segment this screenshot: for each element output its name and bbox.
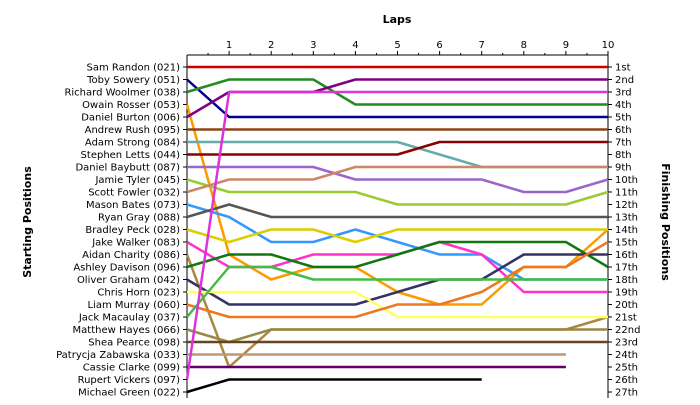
starting-position-label: Chris Horn (023) <box>97 288 180 299</box>
starting-position-label: Jamie Tyler (045) <box>94 175 180 186</box>
finishing-position-label: 21st <box>615 313 637 324</box>
series-line-14 <box>186 228 608 244</box>
finishing-position-label: 11th <box>615 188 638 199</box>
finishing-position-label: 7th <box>615 138 632 149</box>
series-line-27 <box>186 378 482 394</box>
finishing-position-label: 5th <box>615 113 632 124</box>
finishing-position-label: 13th <box>615 213 638 224</box>
starting-position-label: Sam Randon (021) <box>87 63 181 74</box>
starting-position-label: Shea Pearce (098) <box>88 338 180 349</box>
x-tick-label: 7 <box>479 40 485 51</box>
starting-position-label: Michael Green (022) <box>78 388 180 399</box>
x-tick-label: 10 <box>602 40 615 51</box>
x-tick-label: 3 <box>310 40 316 51</box>
starting-position-label: Ashley Davison (096) <box>73 263 180 274</box>
series-line-20 <box>186 240 609 319</box>
finishing-position-label: 26th <box>615 375 638 386</box>
x-axis-title: Laps <box>383 13 412 26</box>
series-line-21 <box>186 265 608 318</box>
starting-position-label: Mason Bates (073) <box>86 200 180 211</box>
series-line-8 <box>187 140 608 156</box>
left-axis-title: Starting Positions <box>21 166 34 278</box>
finishing-position-label: 17th <box>615 263 638 274</box>
starting-position-label: Oliver Graham (042) <box>77 275 180 286</box>
starting-position-label: Adam Strong (084) <box>85 138 180 149</box>
finishing-position-label: 8th <box>615 150 632 161</box>
starting-position-label: Richard Woolmer (038) <box>64 88 180 99</box>
x-tick-label: 2 <box>268 40 274 51</box>
axes: 1 2 3 4 5 6 7 8 9 10 <box>183 40 614 398</box>
series-line-9 <box>187 165 609 194</box>
starting-positions-labels: Sam Randon (021)Toby Sowery (051) Richard… <box>56 63 180 399</box>
series-line-17 <box>186 240 609 269</box>
starting-position-label: Jake Walker (083) <box>91 238 180 249</box>
series-line-2 <box>186 78 608 119</box>
finishing-position-label: 24th <box>615 350 638 361</box>
starting-position-label: Jack Macaulay (037) <box>78 313 180 324</box>
starting-position-label: Cassie Clarke (099) <box>83 363 180 374</box>
finishing-position-label: 14th <box>615 225 638 236</box>
series-line-26 <box>185 90 608 380</box>
finishing-position-label: 23rd <box>615 338 638 349</box>
starting-position-label: Andrew Rush (095) <box>85 125 180 136</box>
finishing-position-label: 16th <box>615 250 638 261</box>
starting-position-label: Scott Fowler (032) <box>88 188 180 199</box>
x-tick-label: 4 <box>352 40 358 51</box>
starting-position-label: Aidan Charity (086) <box>82 250 180 261</box>
finishing-position-label: 9th <box>615 163 632 174</box>
starting-position-label: Daniel Burton (006) <box>81 113 180 124</box>
finishing-position-label: 27th <box>615 388 638 399</box>
x-tick-label: 1 <box>226 40 232 51</box>
series-line-18 <box>186 253 608 306</box>
x-tick-label: 5 <box>394 40 400 51</box>
finishing-position-label: 22nd <box>615 325 640 336</box>
x-tick-label: 9 <box>563 40 569 51</box>
finishing-position-label: 3rd <box>615 88 632 99</box>
starting-position-label: Bradley Peck (028) <box>85 225 180 236</box>
series-line-5 <box>186 78 608 119</box>
finishing-position-label: 10th <box>615 175 638 186</box>
starting-position-label: Toby Sowery (051) <box>86 75 180 86</box>
finishing-position-label: 25th <box>615 363 638 374</box>
finishing-position-label: 19th <box>615 288 638 299</box>
finishing-position-label: 1st <box>615 63 631 74</box>
finishing-position-label: 2nd <box>615 75 634 86</box>
series-lines <box>185 65 609 394</box>
finishing-position-label: 15th <box>615 238 638 249</box>
series-line-13 <box>186 203 608 219</box>
series-line-11 <box>186 165 608 194</box>
starting-position-label: Stephen Letts (044) <box>81 150 181 161</box>
series-line-3 <box>186 78 608 106</box>
x-tick-label: 8 <box>521 40 527 51</box>
finishing-position-label: 4th <box>615 100 632 111</box>
finishing-position-label: 20th <box>615 300 638 311</box>
starting-position-label: Daniel Baybutt (087) <box>75 163 180 174</box>
finishing-position-label: 6th <box>615 125 632 136</box>
series-line-16 <box>185 254 609 369</box>
series-line-22 <box>186 328 608 344</box>
starting-position-label: Matthew Hayes (066) <box>73 325 181 336</box>
series-line-19 <box>187 290 608 319</box>
right-axis-title: Finishing Positions <box>659 163 672 281</box>
starting-position-label: Patrycja Zabawska (033) <box>56 350 180 361</box>
finishing-position-label: 18th <box>615 275 638 286</box>
starting-position-label: Owain Rosser (053) <box>82 100 180 111</box>
series-line-10 <box>186 178 609 206</box>
starting-position-label: Liam Murray (060) <box>87 300 180 311</box>
starting-position-label: Ryan Gray (088) <box>98 213 180 224</box>
x-tick-label: 6 <box>436 40 442 51</box>
finishing-position-label: 12th <box>615 200 638 211</box>
starting-position-label: Rupert Vickers (097) <box>78 375 181 386</box>
